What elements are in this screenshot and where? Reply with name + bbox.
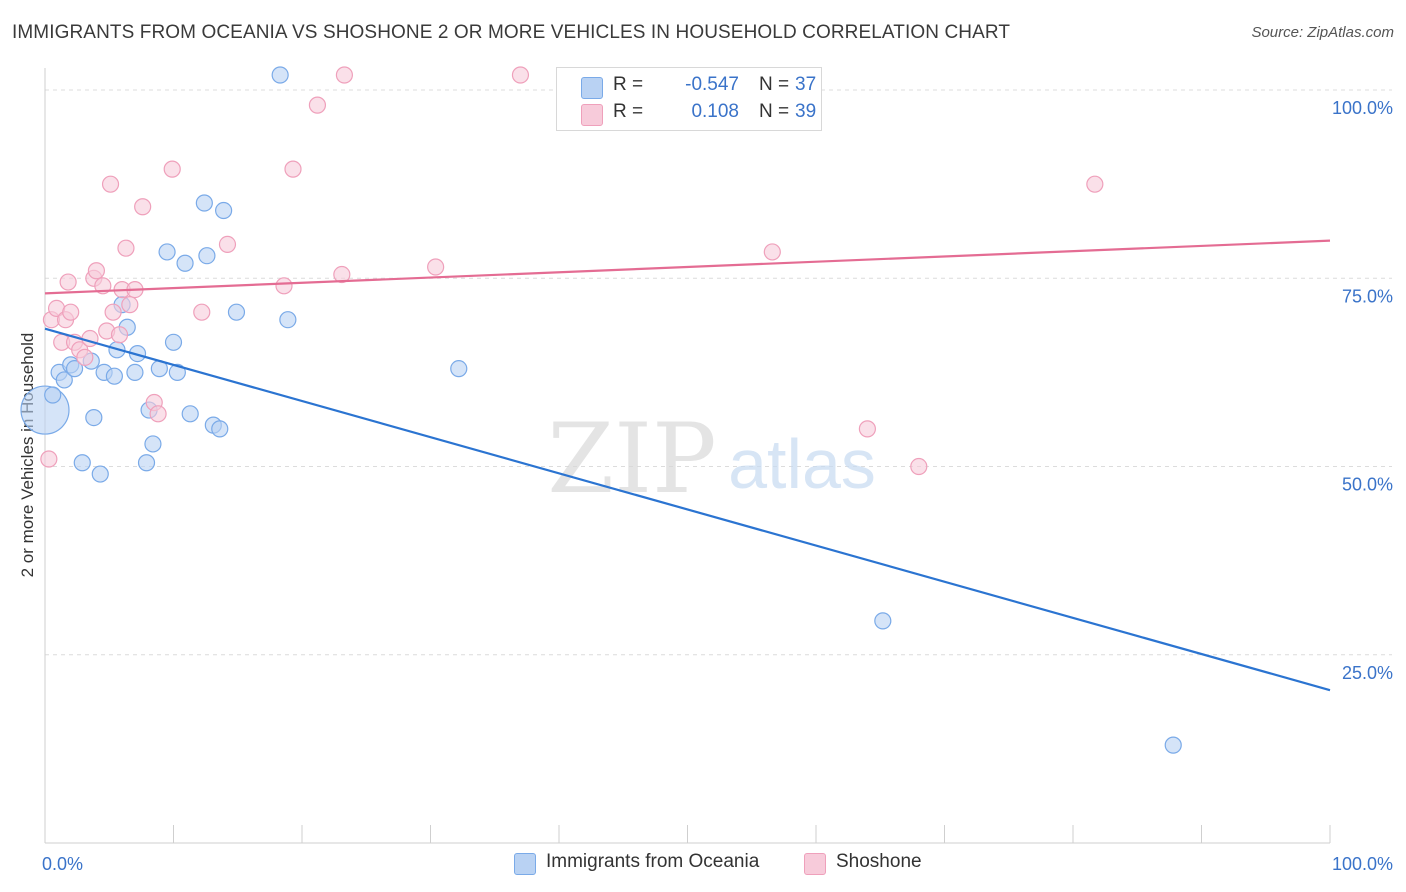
- oceania-point: [181, 405, 199, 423]
- oceania-point: [176, 254, 194, 272]
- grid-lines: [45, 89, 1392, 656]
- oceania-point: [73, 454, 91, 472]
- shoshone-point: [104, 303, 122, 321]
- shoshone-point: [284, 160, 302, 178]
- chart-title: IMMIGRANTS FROM OCEANIA VS SHOSHONE 2 OR…: [12, 22, 1011, 43]
- shoshone-point: [335, 66, 354, 84]
- trend-lines: [44, 239, 1331, 692]
- shoshone-point: [218, 235, 237, 254]
- shoshone-point: [62, 303, 80, 321]
- tick-labels: 25.0% 50.0% 75.0% 100.0% 0.0% 100.0%: [42, 98, 1393, 874]
- oceania-point: [450, 360, 468, 378]
- shoshone-point: [149, 405, 167, 423]
- shoshone-legend-swatch: [804, 853, 826, 875]
- oceania-point: [227, 303, 246, 321]
- oceania-swatch: [581, 77, 603, 99]
- n-label: N =: [759, 74, 790, 95]
- shoshone-point: [121, 296, 139, 314]
- shoshone-n-value: 39: [795, 101, 817, 122]
- x-tick-label: 0.0%: [42, 854, 83, 874]
- oceania-point: [279, 311, 297, 329]
- oceania-point: [874, 612, 892, 630]
- oceania-legend-label: Immigrants from Oceania: [546, 851, 760, 872]
- series-legend: Immigrants from Oceania Shoshone: [0, 851, 1406, 879]
- data-points: [20, 66, 1182, 754]
- shoshone-point: [40, 450, 58, 468]
- shoshone-legend-label: Shoshone: [836, 851, 922, 872]
- oceania-point: [1164, 736, 1182, 754]
- shoshone-point: [101, 175, 120, 193]
- oceania-point: [168, 363, 186, 382]
- r-label: R =: [613, 101, 644, 122]
- shoshone-point: [110, 326, 129, 344]
- watermark: ZIP atlas: [547, 403, 876, 515]
- oceania-point: [215, 201, 233, 220]
- y-tick-label: 75.0%: [1342, 286, 1393, 306]
- oceania-n-value: 37: [795, 74, 817, 95]
- oceania-point: [164, 333, 183, 351]
- y-tick-label: 100.0%: [1332, 98, 1393, 118]
- shoshone-swatch: [581, 104, 603, 126]
- oceania-point: [198, 247, 216, 265]
- oceania-point: [55, 371, 73, 389]
- oceania-point: [271, 66, 289, 84]
- shoshone-point: [134, 198, 152, 216]
- shoshone-point: [308, 96, 327, 114]
- shoshone-r-value: 0.108: [691, 101, 739, 122]
- shoshone-point: [117, 239, 135, 257]
- shoshone-point: [163, 160, 181, 178]
- shoshone-trend-line: [44, 239, 1331, 295]
- shoshone-point: [76, 348, 94, 366]
- oceania-point: [144, 435, 162, 453]
- oceania-point: [211, 420, 229, 438]
- oceania-point: [158, 243, 176, 261]
- shoshone-point: [275, 277, 293, 295]
- oceania-r-value: -0.547: [685, 74, 739, 95]
- oceania-legend-swatch: [514, 853, 536, 875]
- shoshone-point: [427, 258, 445, 276]
- stats-legend: R = -0.547 N = 37 R = 0.108 N = 39: [556, 67, 822, 131]
- shoshone-point: [81, 329, 99, 348]
- oceania-point: [44, 386, 62, 404]
- y-tick-label: 50.0%: [1342, 475, 1393, 495]
- shoshone-point: [87, 262, 106, 280]
- n-label: N =: [759, 101, 790, 122]
- oceania-point: [105, 367, 123, 385]
- shoshone-point: [910, 457, 928, 476]
- shoshone-point: [763, 243, 781, 261]
- oceania-point: [91, 465, 109, 483]
- oceania-trend-line: [44, 327, 1331, 692]
- source-label: Source: ZipAtlas.com: [1251, 24, 1394, 41]
- shoshone-point: [858, 420, 877, 438]
- oceania-point: [85, 408, 103, 427]
- shoshone-point: [511, 66, 530, 84]
- oceania-point: [137, 454, 156, 472]
- oceania-point: [195, 194, 213, 212]
- oceania-point: [126, 363, 144, 382]
- watermark-atlas: atlas: [728, 425, 876, 503]
- shoshone-point: [333, 265, 351, 284]
- oceania-point: [65, 360, 84, 378]
- shoshone-point: [1086, 175, 1104, 193]
- shoshone-point: [193, 303, 211, 321]
- r-label: R =: [613, 74, 644, 95]
- watermark-zip: ZIP: [547, 403, 716, 515]
- y-tick-label: 25.0%: [1342, 663, 1393, 683]
- shoshone-point: [59, 273, 77, 291]
- x-tick-label: 100.0%: [1332, 854, 1393, 874]
